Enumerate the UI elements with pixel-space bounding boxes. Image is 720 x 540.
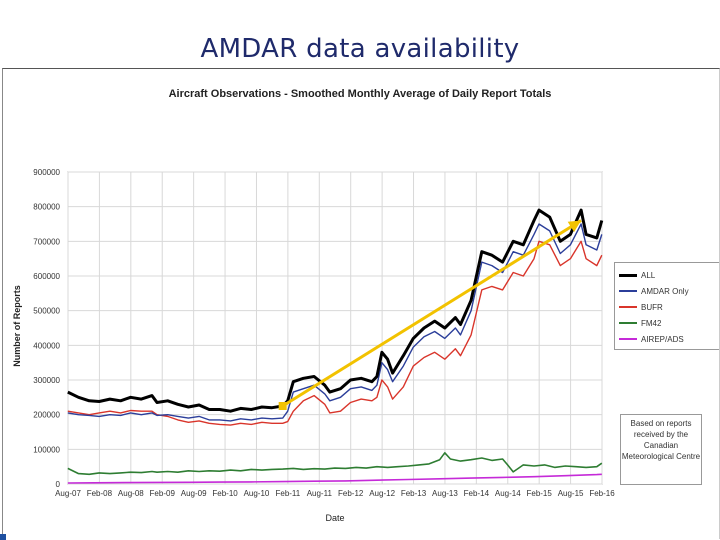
x-tick-label: Aug-09 [181, 489, 207, 498]
y-tick-label: 100000 [33, 445, 60, 454]
grid [67, 171, 603, 485]
trend-arrow [278, 219, 582, 410]
y-tick-label: 0 [56, 480, 61, 489]
legend-item: AIREP/ADS [619, 333, 684, 345]
x-tick-label: Aug-13 [432, 489, 458, 498]
x-tick-label: Feb-16 [589, 489, 615, 498]
slide-title: AMDAR data availability [200, 34, 520, 64]
plot-area [67, 171, 603, 485]
trend-arrow-line [281, 219, 582, 408]
x-tick-label: Aug-12 [369, 489, 395, 498]
x-tick-label: Aug-14 [495, 489, 521, 498]
y-tick-label: 200000 [33, 411, 60, 420]
x-tick-label: Feb-13 [401, 489, 427, 498]
y-tick-label: 900000 [33, 168, 60, 177]
y-axis-label: Number of Reports [12, 285, 22, 367]
legend-label: AIREP/ADS [641, 334, 684, 344]
legend-item: FM42 [619, 317, 661, 329]
legend-label: FM42 [641, 318, 662, 328]
series-line-all [67, 208, 604, 413]
legend-swatch [619, 338, 637, 340]
legend-swatch [619, 290, 637, 292]
y-tick-label: 400000 [33, 341, 60, 350]
x-tick-label: Aug-15 [558, 489, 584, 498]
series-lines [67, 208, 604, 484]
y-tick-label: 800000 [33, 203, 60, 212]
y-tick-label: 600000 [33, 272, 60, 281]
y-tick-label: 500000 [33, 307, 60, 316]
y-tick-label: 700000 [33, 237, 60, 246]
x-tick-label: Feb-09 [150, 489, 176, 498]
series-line-fm42 [67, 452, 603, 476]
legend-swatch [619, 306, 637, 308]
x-tick-label: Aug-07 [55, 489, 81, 498]
x-tick-label: Feb-08 [87, 489, 113, 498]
chart-title: Aircraft Observations - Smoothed Monthly… [168, 88, 552, 100]
trend-arrow-start [278, 402, 287, 410]
series-line-airep-ads [67, 473, 602, 484]
legend-item: BUFR [619, 301, 663, 313]
x-tick-label: Feb-11 [275, 489, 300, 498]
legend-label: AMDAR Only [641, 286, 689, 296]
legend-item: ALL [619, 269, 655, 281]
legend-label: ALL [641, 270, 656, 280]
y-tick-label: 300000 [33, 376, 60, 385]
x-tick-label: Feb-10 [212, 489, 238, 498]
x-tick-label: Feb-12 [338, 489, 364, 498]
legend-swatch [619, 322, 637, 324]
x-tick-label: Aug-08 [118, 489, 144, 498]
x-tick-label: Feb-14 [464, 489, 490, 498]
legend-label: BUFR [641, 302, 663, 312]
legend-item: AMDAR Only [619, 285, 689, 297]
trend-arrow-head [567, 220, 582, 232]
y-tick-labels: 0 100000 200000 300000 400000 500000 600000 700… [33, 168, 60, 489]
slide-accent [0, 534, 6, 540]
source-note: Based on reports received by the Canadia… [620, 414, 702, 485]
x-tick-labels: Aug-07 Feb-08 Aug-08 Feb-09 Aug-09 Feb-10 Aug-… [55, 489, 615, 498]
x-tick-label: Aug-11 [307, 489, 333, 498]
series-line-amdar-only [67, 223, 603, 422]
legend: ALL AMDAR Only BUFR FM42 AIREP/ADS [614, 262, 719, 350]
legend-swatch [619, 273, 637, 277]
x-axis-label: Date [325, 513, 344, 523]
x-tick-label: Aug-10 [244, 489, 270, 498]
x-tick-label: Feb-15 [526, 489, 552, 498]
